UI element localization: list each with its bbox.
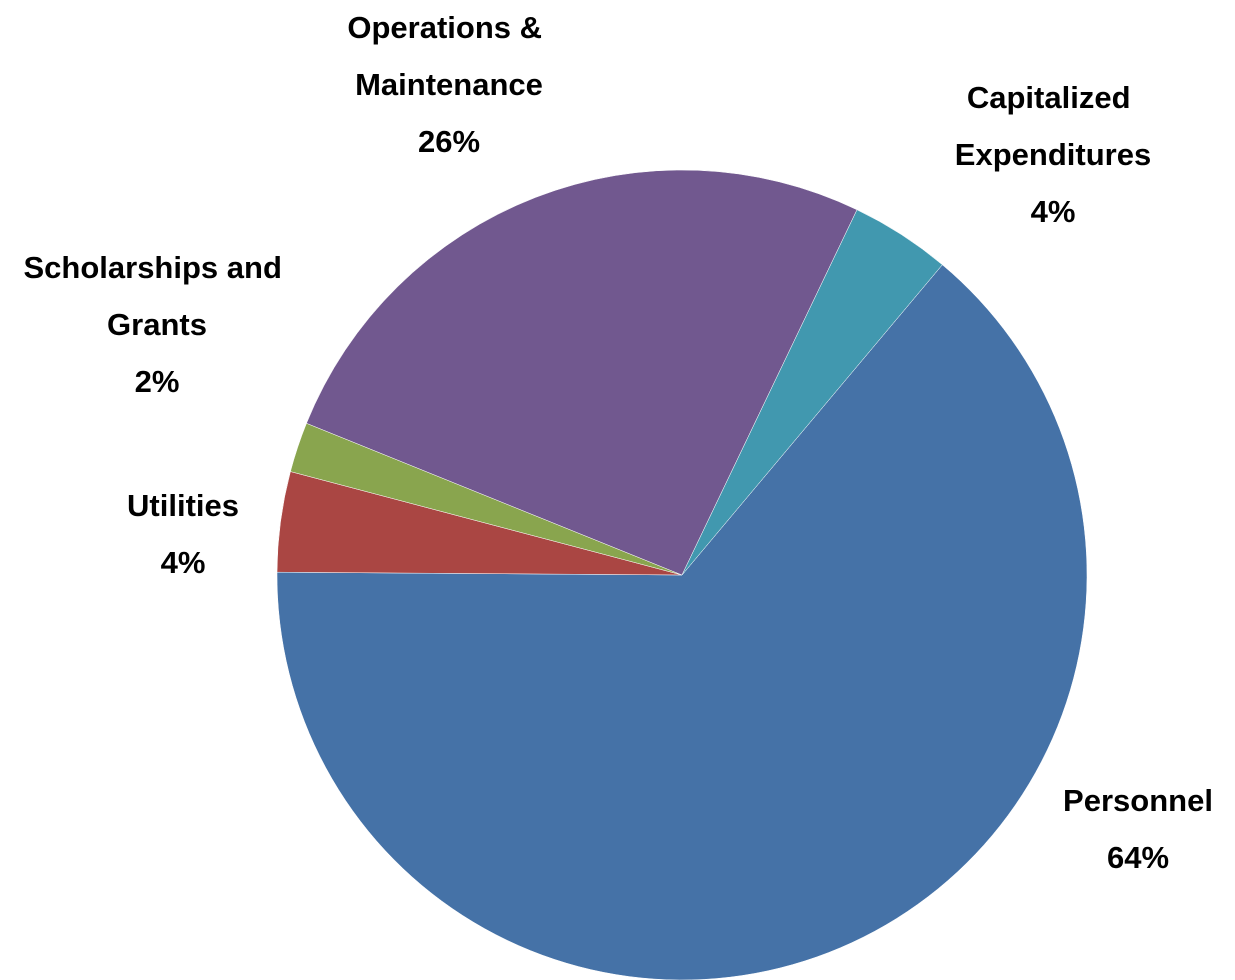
slice-label-value: 64% [1107, 840, 1169, 875]
slice-label-name: Operations & Maintenance [347, 10, 550, 102]
slice-label-value: 26% [418, 124, 480, 159]
slice-label-value: 4% [1031, 194, 1076, 229]
slice-label-name: Scholarships and Grants [23, 250, 290, 342]
slice-label-name: Personnel [1063, 783, 1213, 818]
pie-slice [276, 264, 1088, 980]
slice-label-name: Capitalized Expenditures [955, 80, 1151, 172]
slice-label-value: 2% [135, 364, 180, 399]
pie-slice [681, 209, 943, 576]
pie-slice [306, 169, 858, 576]
slice-label-name: Utilities [127, 488, 239, 523]
slice-label-value: 4% [161, 545, 206, 580]
